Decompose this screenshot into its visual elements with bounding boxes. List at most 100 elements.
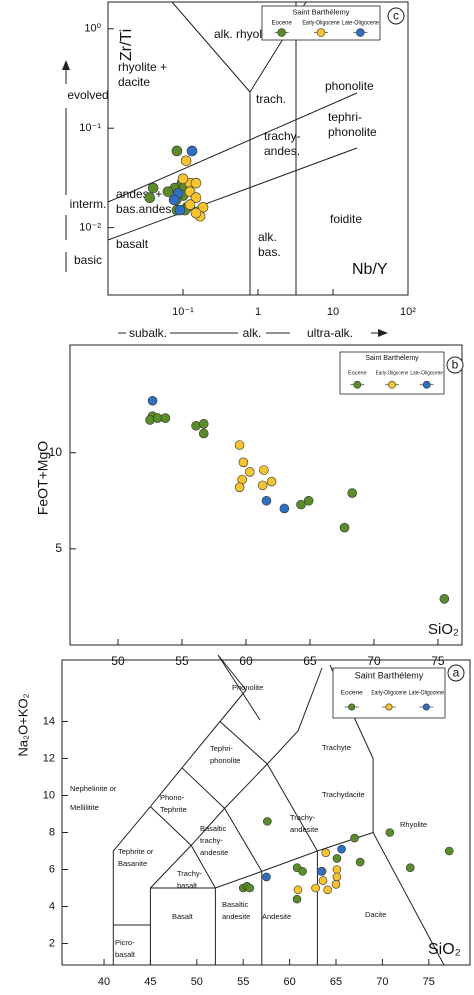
field-label: Mellilitite (70, 803, 99, 812)
legend-label: Early-Oligocene (371, 690, 407, 697)
field-label: Tephrite (160, 805, 187, 814)
legend-label: Eocene (341, 690, 363, 697)
x-tick-label: 50 (111, 654, 125, 668)
field-label: phonolite (325, 79, 374, 93)
data-point (323, 885, 332, 895)
data-point (198, 419, 209, 429)
legend-label: Eocene (348, 370, 367, 376)
data-point (160, 413, 171, 423)
legend-marker (277, 28, 286, 37)
field-label: Tephri- (210, 744, 233, 753)
field-lines-a (112, 654, 445, 966)
data-point (350, 833, 359, 843)
data-point (347, 488, 357, 498)
bottom-label: ultra-alk. (307, 326, 353, 340)
side-label: evolved (67, 88, 108, 102)
field-label: basalt (116, 237, 149, 251)
data-point (298, 867, 307, 876)
data-point (303, 495, 314, 506)
panel-letter-circle (446, 356, 464, 374)
field-label: basalt (115, 950, 136, 959)
field-label: phonolite (210, 756, 240, 765)
data-point (262, 872, 271, 882)
data-point (162, 186, 174, 197)
field-label: Andesite (262, 912, 291, 921)
x-tick-label: 60 (239, 654, 253, 668)
legend-title: Saint Barthélemy (355, 670, 424, 680)
field-label: andes. (264, 144, 300, 158)
data-point (279, 503, 290, 514)
y-tick-label: 10⁻¹ (79, 122, 101, 134)
x-tick-label: 45 (144, 976, 156, 988)
legend-marker (348, 703, 356, 711)
y-tick-label: 10 (49, 445, 63, 459)
x-tick-label: 1 (255, 306, 261, 318)
field-label: Trachyte (322, 743, 351, 752)
field-label: Dacite (365, 910, 386, 919)
legend-label: Late-Oligocene (409, 690, 445, 697)
field-label: Trachydacite (322, 790, 365, 799)
panel-letter-circle (447, 664, 465, 682)
data-point (331, 880, 341, 889)
data-point (311, 883, 320, 893)
data-point (444, 846, 454, 856)
field-label: dacite (118, 75, 150, 89)
data-point (296, 499, 306, 510)
legend: Saint Barthélemy Eocene Early-Oligocene Lat… (339, 351, 445, 395)
field-label: andesite (200, 848, 228, 857)
legend: Saint Barthélemy Eocene Early-Oligocene Lat… (332, 667, 446, 719)
y-tick-label: 10⁰ (84, 23, 101, 35)
data-point (318, 876, 328, 885)
data-point (198, 428, 209, 439)
legend-label: Late-Oligocene (342, 21, 380, 27)
field-label: Basalt (172, 912, 194, 921)
field-label: tephri- (328, 110, 362, 124)
x-tick-label: 75 (431, 654, 445, 668)
data-point (180, 155, 192, 167)
x-tick-label: 40 (98, 976, 110, 988)
field-label: bas. (258, 245, 281, 259)
data-point (316, 867, 326, 876)
field-label: Phonolite (232, 683, 263, 692)
arrow-head (62, 60, 70, 70)
field-label: alk. rhyolite (214, 27, 275, 41)
y-tick-label: 4 (49, 900, 55, 912)
x-tick-label: 65 (303, 654, 317, 668)
data-point (332, 872, 342, 882)
x-tick-label: 70 (367, 654, 381, 668)
y-axis-label: FeOT+MgO (35, 441, 51, 515)
field-label: Trachy- (290, 813, 316, 822)
x-tick-label: 70 (376, 976, 388, 988)
legend-marker (385, 703, 393, 711)
field-label: andesite (290, 825, 318, 834)
field-label: Nephelinite or (70, 784, 117, 793)
legend-label: Early-Oligocene (376, 370, 409, 376)
y-tick-label: 6 (49, 863, 55, 875)
data-point (186, 145, 198, 157)
x-tick-label: 10 (327, 306, 339, 318)
field-label: Rhyolite (400, 820, 427, 829)
data-point (332, 854, 342, 863)
panel-letter: b (452, 358, 459, 372)
arrow-head (378, 329, 388, 337)
legend-label: Early-Oligocene (302, 21, 340, 27)
field-label: trach. (256, 92, 286, 106)
data-point (385, 828, 395, 837)
plot-frame (69, 344, 463, 646)
legend-title: Saint Barthélemy (365, 355, 419, 362)
y-axis-label: Na₂O+KO₂ (15, 693, 30, 756)
legend-label: Late-Oligocene (410, 370, 443, 376)
data-point (292, 894, 302, 904)
x-axis-label: SiO₂ (428, 941, 461, 958)
x-tick-label: 65 (330, 976, 342, 988)
data-point (168, 194, 180, 206)
field-label: bas.andes (116, 202, 171, 216)
data-point (234, 440, 245, 450)
field-label: Basaltic (200, 824, 227, 833)
x-tick-label: 50 (191, 976, 203, 988)
x-tick-label: 60 (283, 976, 295, 988)
side-label: basic (74, 253, 102, 267)
field-label: foidite (330, 212, 362, 226)
